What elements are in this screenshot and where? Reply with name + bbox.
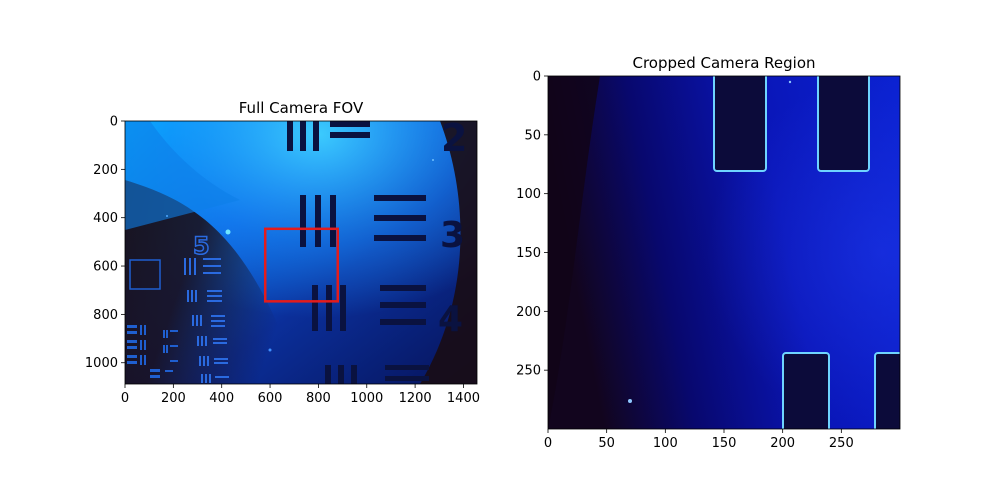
- fov-ytick-label: 600: [93, 260, 118, 275]
- crop-xtick-label: 100: [653, 436, 678, 451]
- crop-xtick-label: 250: [829, 436, 854, 451]
- fov-image: 2 3 4 5: [125, 116, 477, 384]
- crop-ticks: 0 50 100 150 200 250 0 50 100 150 200 250: [516, 70, 854, 452]
- fov-ytick-label: 200: [93, 163, 118, 178]
- fov-panel: Full Camera FOV: [85, 99, 480, 406]
- fov-title: Full Camera FOV: [239, 99, 364, 117]
- crop-region-rectangle: [263, 227, 339, 303]
- fov-xtick-label: 200: [161, 391, 186, 406]
- fov-axes-frame: [124, 120, 478, 385]
- fov-ytick-label: 1000: [85, 356, 118, 371]
- fov-xtick-label: 1200: [399, 391, 432, 406]
- crop-title: Cropped Camera Region: [632, 54, 815, 72]
- crop-ytick-label: 100: [516, 187, 541, 202]
- crop-xtick-label: 200: [770, 436, 795, 451]
- crop-ytick-label: 50: [524, 128, 541, 143]
- fov-xtick-label: 400: [209, 391, 234, 406]
- fov-label-4: 4: [438, 299, 463, 340]
- crop-ytick-label: 150: [516, 246, 541, 261]
- fov-ytick-label: 400: [93, 211, 118, 226]
- crop-ytick-label: 250: [516, 364, 541, 379]
- fov-label-2: 2: [441, 116, 467, 160]
- fov-xtick-label: 1000: [350, 391, 383, 406]
- crop-xtick-label: 50: [598, 436, 615, 451]
- fov-label-3: 3: [440, 215, 465, 256]
- crop-xtick-label: 0: [544, 436, 552, 451]
- crop-ytick-label: 200: [516, 305, 541, 320]
- fov-xtick-label: 600: [258, 391, 283, 406]
- crop-xtick-label: 150: [712, 436, 737, 451]
- fov-ticks: 0 200 400 600 800 1000 1200 1400 0 200 400 600 800 10…: [85, 115, 480, 407]
- fov-ytick-label: 0: [110, 115, 118, 130]
- fov-xtick-label: 0: [121, 391, 129, 406]
- crop-image: [548, 76, 900, 429]
- fov-xtick-label: 1400: [447, 391, 480, 406]
- fov-ytick-label: 800: [93, 308, 118, 323]
- crop-ytick-label: 0: [533, 70, 541, 85]
- fov-xtick-label: 800: [306, 391, 331, 406]
- fov-label-5: 5: [193, 232, 210, 260]
- crop-panel: Cropped Camera Region 0 50 100 150 200 250 0 50…: [516, 54, 901, 452]
